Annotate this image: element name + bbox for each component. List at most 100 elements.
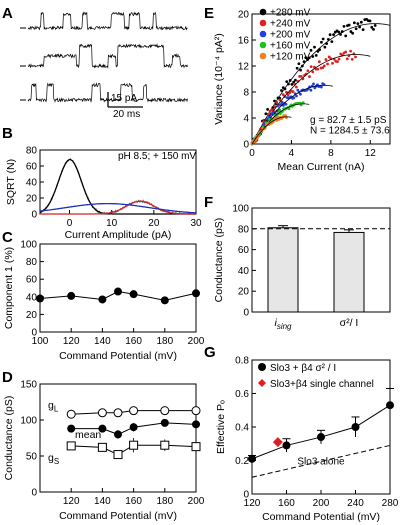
data-point [36,294,44,303]
variance-point [309,48,313,52]
legend-marker [259,52,267,60]
variance-point [286,93,290,97]
x-tick-label: 180 [156,336,173,347]
variance-point [291,90,295,94]
y-tick-label: 0.2 [235,456,249,467]
x-tick-label: 0 [67,218,73,229]
variance-point [359,20,363,24]
mean-point [160,418,169,427]
y-tick-label: 80 [26,257,38,268]
legend-label: +160 mV [270,41,311,52]
category-label: ising [274,317,292,331]
panel-c: C 100 120 140 160 180 200 0 20 40 60 80 100 Command … [2,229,205,362]
variance-point [370,25,374,29]
variance-point [296,88,300,92]
mean-point [129,423,138,432]
variance-point [313,45,316,49]
variance-point [337,30,341,34]
y-tick-label: 100 [20,240,37,251]
scale-bar-time-label: 20 ms [113,109,140,120]
y-tick-label: 0.8 [235,356,249,367]
mean-point [67,424,76,433]
variance-point [275,100,279,104]
panel-e: E 0 4 8 12 0 4 8 12 16 20 Mean Current (nA) Varianc… [204,5,391,173]
legend-label: +240 mV [270,19,311,30]
variance-point [277,109,281,113]
y-tick-label: 40 [238,266,250,277]
variance-point [344,50,348,54]
x-tick-label: 120 [63,336,80,347]
conductance-bar-plot: 0 20 40 60 80 100 Conductance (pS) ising σ²/ I [213,204,391,331]
data-point [129,290,138,299]
variance-point [317,60,321,64]
legend-marker [258,363,266,371]
y-tick-label: 0 [243,140,249,151]
x-tick-label: 200 [188,336,205,347]
y-tick-label: 100 [20,416,37,427]
y-tick-label: 40 [26,292,38,303]
variance-point [296,79,300,83]
conductance-bar [267,227,299,313]
x-tick-label: 100 [32,336,49,347]
gaussian-fit [40,200,196,215]
y-tick-label: 50 [26,452,38,463]
variance-point [330,40,334,44]
variance-point [328,33,332,37]
y-tick-label: 20 [238,287,250,298]
y-tick-label: 100 [232,204,249,215]
category-label: σ²/ I [340,317,359,329]
variance-point [373,24,377,27]
x-axis-label: Command Potential (mV) [59,350,177,362]
legend-label: +280 mV [270,8,311,19]
gl-point [97,408,107,418]
series-line [71,422,197,435]
single-channel-traces [20,11,188,103]
variance-point [280,100,284,104]
y-tick-label: 0 [243,308,249,319]
variance-point [342,24,346,28]
y-axis-label: Component 1 (%) [3,247,15,329]
y-tick-label: 0.6 [235,389,249,400]
variance-point [320,40,323,44]
panel-f: F 0 20 40 60 80 100 Conductance (pS) ising σ²/ I [204,194,391,331]
x-tick-label: 180 [156,496,173,507]
trace-line [27,43,188,69]
y-tick-label: 150 [20,380,37,391]
variance-point [264,112,268,116]
variance-point [276,104,280,108]
variance-point [309,88,313,92]
variance-point [344,34,348,38]
y-tick-label: 16 [238,36,250,47]
single-channel-diamond [272,437,283,448]
gl-point [66,409,76,419]
variance-point [281,93,285,97]
x-axis-label: Mean Current (nA) [278,161,365,173]
variance-point [293,78,297,82]
variance-point [326,62,329,66]
slo3-alone-label: Slo3 alone [297,457,345,468]
variance-point [324,58,328,61]
x-tick-label: 240 [347,498,364,509]
variance-point [280,89,283,92]
gs-point [160,440,170,450]
variance-point [322,64,326,68]
x-tick-label: 30 [190,218,202,229]
mean-point [114,430,122,439]
gs-label: gS [48,452,59,466]
legend-label: Slo3+β4 single channel [270,379,374,390]
variance-point [294,85,298,89]
variance-point [358,25,361,29]
y-tick-label: 60 [26,275,38,286]
variance-point [347,23,351,27]
x-tick-label: 160 [278,498,295,509]
x-tick-label: 160 [125,496,142,507]
y-tick-label: 20 [238,10,250,21]
x-tick-label: 120 [244,498,261,509]
gaussian-fit [39,202,197,214]
variance-point [304,72,308,76]
legend-marker [258,379,266,387]
x-axis-label: Current Amplitude (pA) [65,229,172,241]
variance-point [306,69,310,73]
y-tick-label: 60 [26,162,38,173]
legend-label: +200 mV [270,30,311,41]
